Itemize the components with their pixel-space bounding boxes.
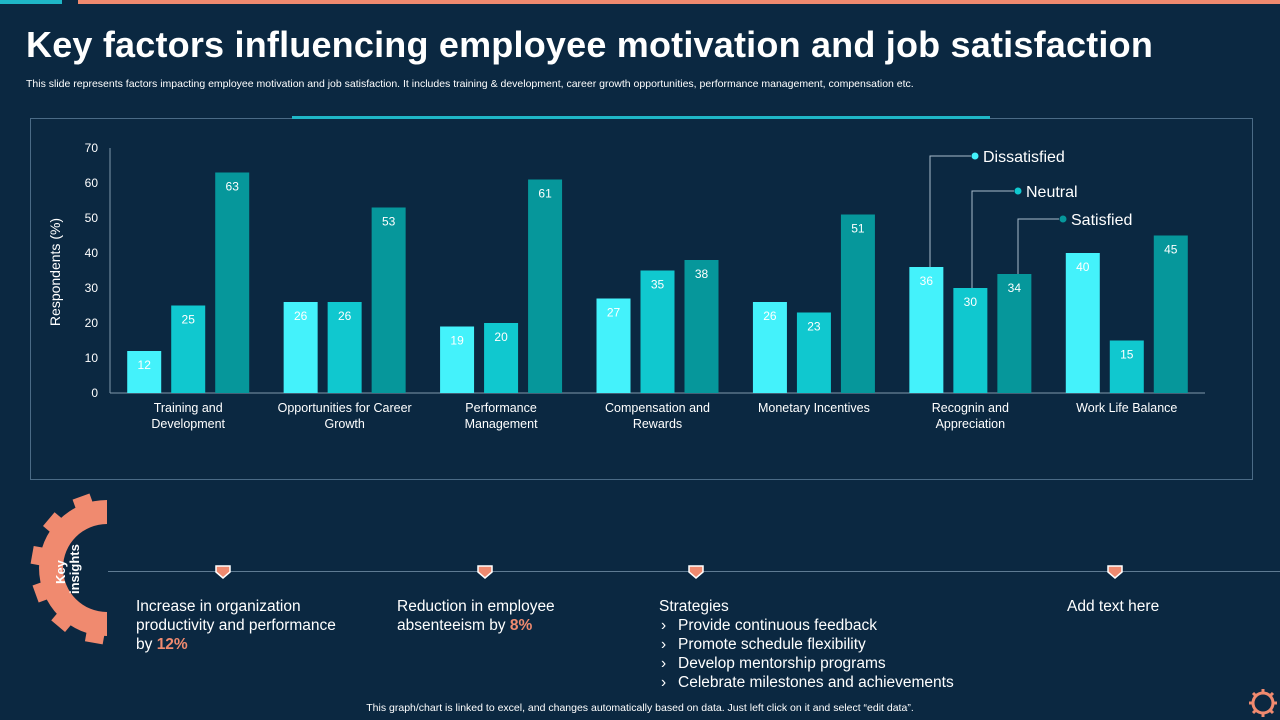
legend-marker bbox=[1014, 187, 1022, 195]
data-label: 26 bbox=[338, 309, 352, 323]
bar-dissatisfied bbox=[283, 302, 318, 393]
data-label: 20 bbox=[494, 330, 508, 344]
strategy-item: Provide continuous feedback bbox=[659, 616, 989, 635]
bar-dissatisfied bbox=[909, 267, 944, 393]
legend-label: Dissatisfied bbox=[983, 149, 1065, 166]
data-label: 63 bbox=[226, 180, 240, 194]
data-label: 51 bbox=[851, 222, 865, 236]
bar-satisfied bbox=[840, 214, 875, 393]
data-label: 40 bbox=[1076, 260, 1090, 274]
x-tick-label: Management bbox=[465, 417, 538, 431]
data-label: 38 bbox=[695, 267, 709, 281]
bar-dissatisfied bbox=[752, 302, 787, 393]
legend-label: Satisfied bbox=[1071, 212, 1132, 229]
legend-marker bbox=[971, 152, 979, 160]
x-tick-label: Monetary Incentives bbox=[758, 401, 870, 415]
settings-gear-icon bbox=[1248, 688, 1278, 718]
bar-neutral bbox=[640, 270, 675, 393]
bar-satisfied bbox=[1153, 235, 1188, 393]
y-tick-label: 70 bbox=[85, 141, 99, 155]
chart-top-accent-line bbox=[292, 116, 990, 119]
bar-dissatisfied bbox=[1065, 253, 1100, 393]
bar-satisfied bbox=[997, 274, 1032, 393]
timeline-marker-3 bbox=[688, 565, 704, 579]
bar-dissatisfied bbox=[440, 326, 475, 393]
data-label: 25 bbox=[182, 313, 196, 327]
gear-icon bbox=[0, 488, 110, 648]
y-tick-label: 0 bbox=[91, 386, 98, 400]
timeline-marker-1 bbox=[215, 565, 231, 579]
top-accent-bar-teal bbox=[0, 0, 62, 4]
bar-satisfied bbox=[684, 260, 719, 393]
bar-neutral bbox=[327, 302, 362, 393]
data-label: 19 bbox=[450, 334, 464, 348]
data-label: 23 bbox=[807, 320, 821, 334]
strategies-heading: Strategies bbox=[659, 598, 729, 615]
y-tick-label: 50 bbox=[85, 211, 99, 225]
bar-neutral bbox=[484, 323, 519, 393]
strategy-item: Celebrate milestones and achievements bbox=[659, 673, 989, 692]
bar-satisfied bbox=[371, 207, 406, 393]
footer-note: This graph/chart is linked to excel, and… bbox=[366, 702, 914, 714]
timeline-marker-4 bbox=[1107, 565, 1123, 579]
bar-neutral bbox=[1109, 340, 1144, 393]
bar-satisfied bbox=[528, 179, 563, 393]
data-label: 12 bbox=[138, 358, 152, 372]
data-label: 27 bbox=[607, 306, 621, 320]
x-tick-label: Opportunities for Career bbox=[278, 401, 412, 415]
data-label: 35 bbox=[651, 278, 665, 292]
data-label: 36 bbox=[920, 274, 934, 288]
bar-neutral bbox=[953, 288, 988, 393]
top-accent-bar-salmon bbox=[78, 0, 1280, 4]
x-tick-label: Training and bbox=[154, 401, 223, 415]
y-tick-label: 30 bbox=[85, 281, 99, 295]
insight-placeholder[interactable]: Add text here bbox=[1067, 598, 1160, 615]
legend-marker bbox=[1059, 215, 1067, 223]
data-label: 15 bbox=[1120, 348, 1134, 362]
y-tick-label: 60 bbox=[85, 176, 99, 190]
data-label: 26 bbox=[763, 309, 777, 323]
strategy-item: Develop mentorship programs bbox=[659, 654, 989, 673]
y-tick-label: 40 bbox=[85, 246, 99, 260]
x-tick-label: Recognin and bbox=[932, 401, 1009, 415]
legend-label: Neutral bbox=[1026, 184, 1078, 201]
x-tick-label: Growth bbox=[324, 417, 364, 431]
insight-productivity: Increase in organization productivity an… bbox=[136, 598, 336, 653]
insight-strategies: Strategies Provide continuous feedback P… bbox=[659, 597, 989, 692]
data-label: 26 bbox=[294, 309, 308, 323]
x-tick-label: Work Life Balance bbox=[1076, 401, 1177, 415]
legend-leader-line bbox=[929, 155, 971, 267]
timeline-marker-2 bbox=[477, 565, 493, 579]
legend-leader-line bbox=[971, 190, 1014, 288]
bar-neutral bbox=[796, 312, 831, 393]
strategy-item: Promote schedule flexibility bbox=[659, 635, 989, 654]
y-tick-label: 10 bbox=[85, 351, 99, 365]
data-label: 61 bbox=[538, 187, 552, 201]
x-tick-label: Performance bbox=[465, 401, 537, 415]
legend-leader-line bbox=[1017, 218, 1059, 274]
x-tick-label: Compensation and bbox=[605, 401, 710, 415]
x-tick-label: Rewards bbox=[633, 417, 682, 431]
data-label: 30 bbox=[964, 295, 978, 309]
x-tick-label: Appreciation bbox=[936, 417, 1006, 431]
y-tick-label: 20 bbox=[85, 316, 99, 330]
bar-dissatisfied bbox=[127, 351, 162, 393]
data-label: 34 bbox=[1008, 281, 1022, 295]
page-title: Key factors influencing employee motivat… bbox=[26, 24, 1154, 65]
bar-dissatisfied bbox=[596, 298, 631, 393]
insight-absenteeism: Reduction in employee absenteeism by 8% bbox=[397, 598, 555, 634]
bar-satisfied bbox=[215, 172, 250, 393]
y-axis-label: Respondents (%) bbox=[47, 218, 63, 326]
data-label: 53 bbox=[382, 215, 396, 229]
page-subtitle: This slide represents factors impacting … bbox=[26, 78, 914, 90]
data-label: 45 bbox=[1164, 243, 1178, 257]
x-tick-label: Development bbox=[151, 417, 225, 431]
key-insights-heading: Key insights bbox=[53, 544, 82, 594]
bar-neutral bbox=[171, 305, 206, 393]
